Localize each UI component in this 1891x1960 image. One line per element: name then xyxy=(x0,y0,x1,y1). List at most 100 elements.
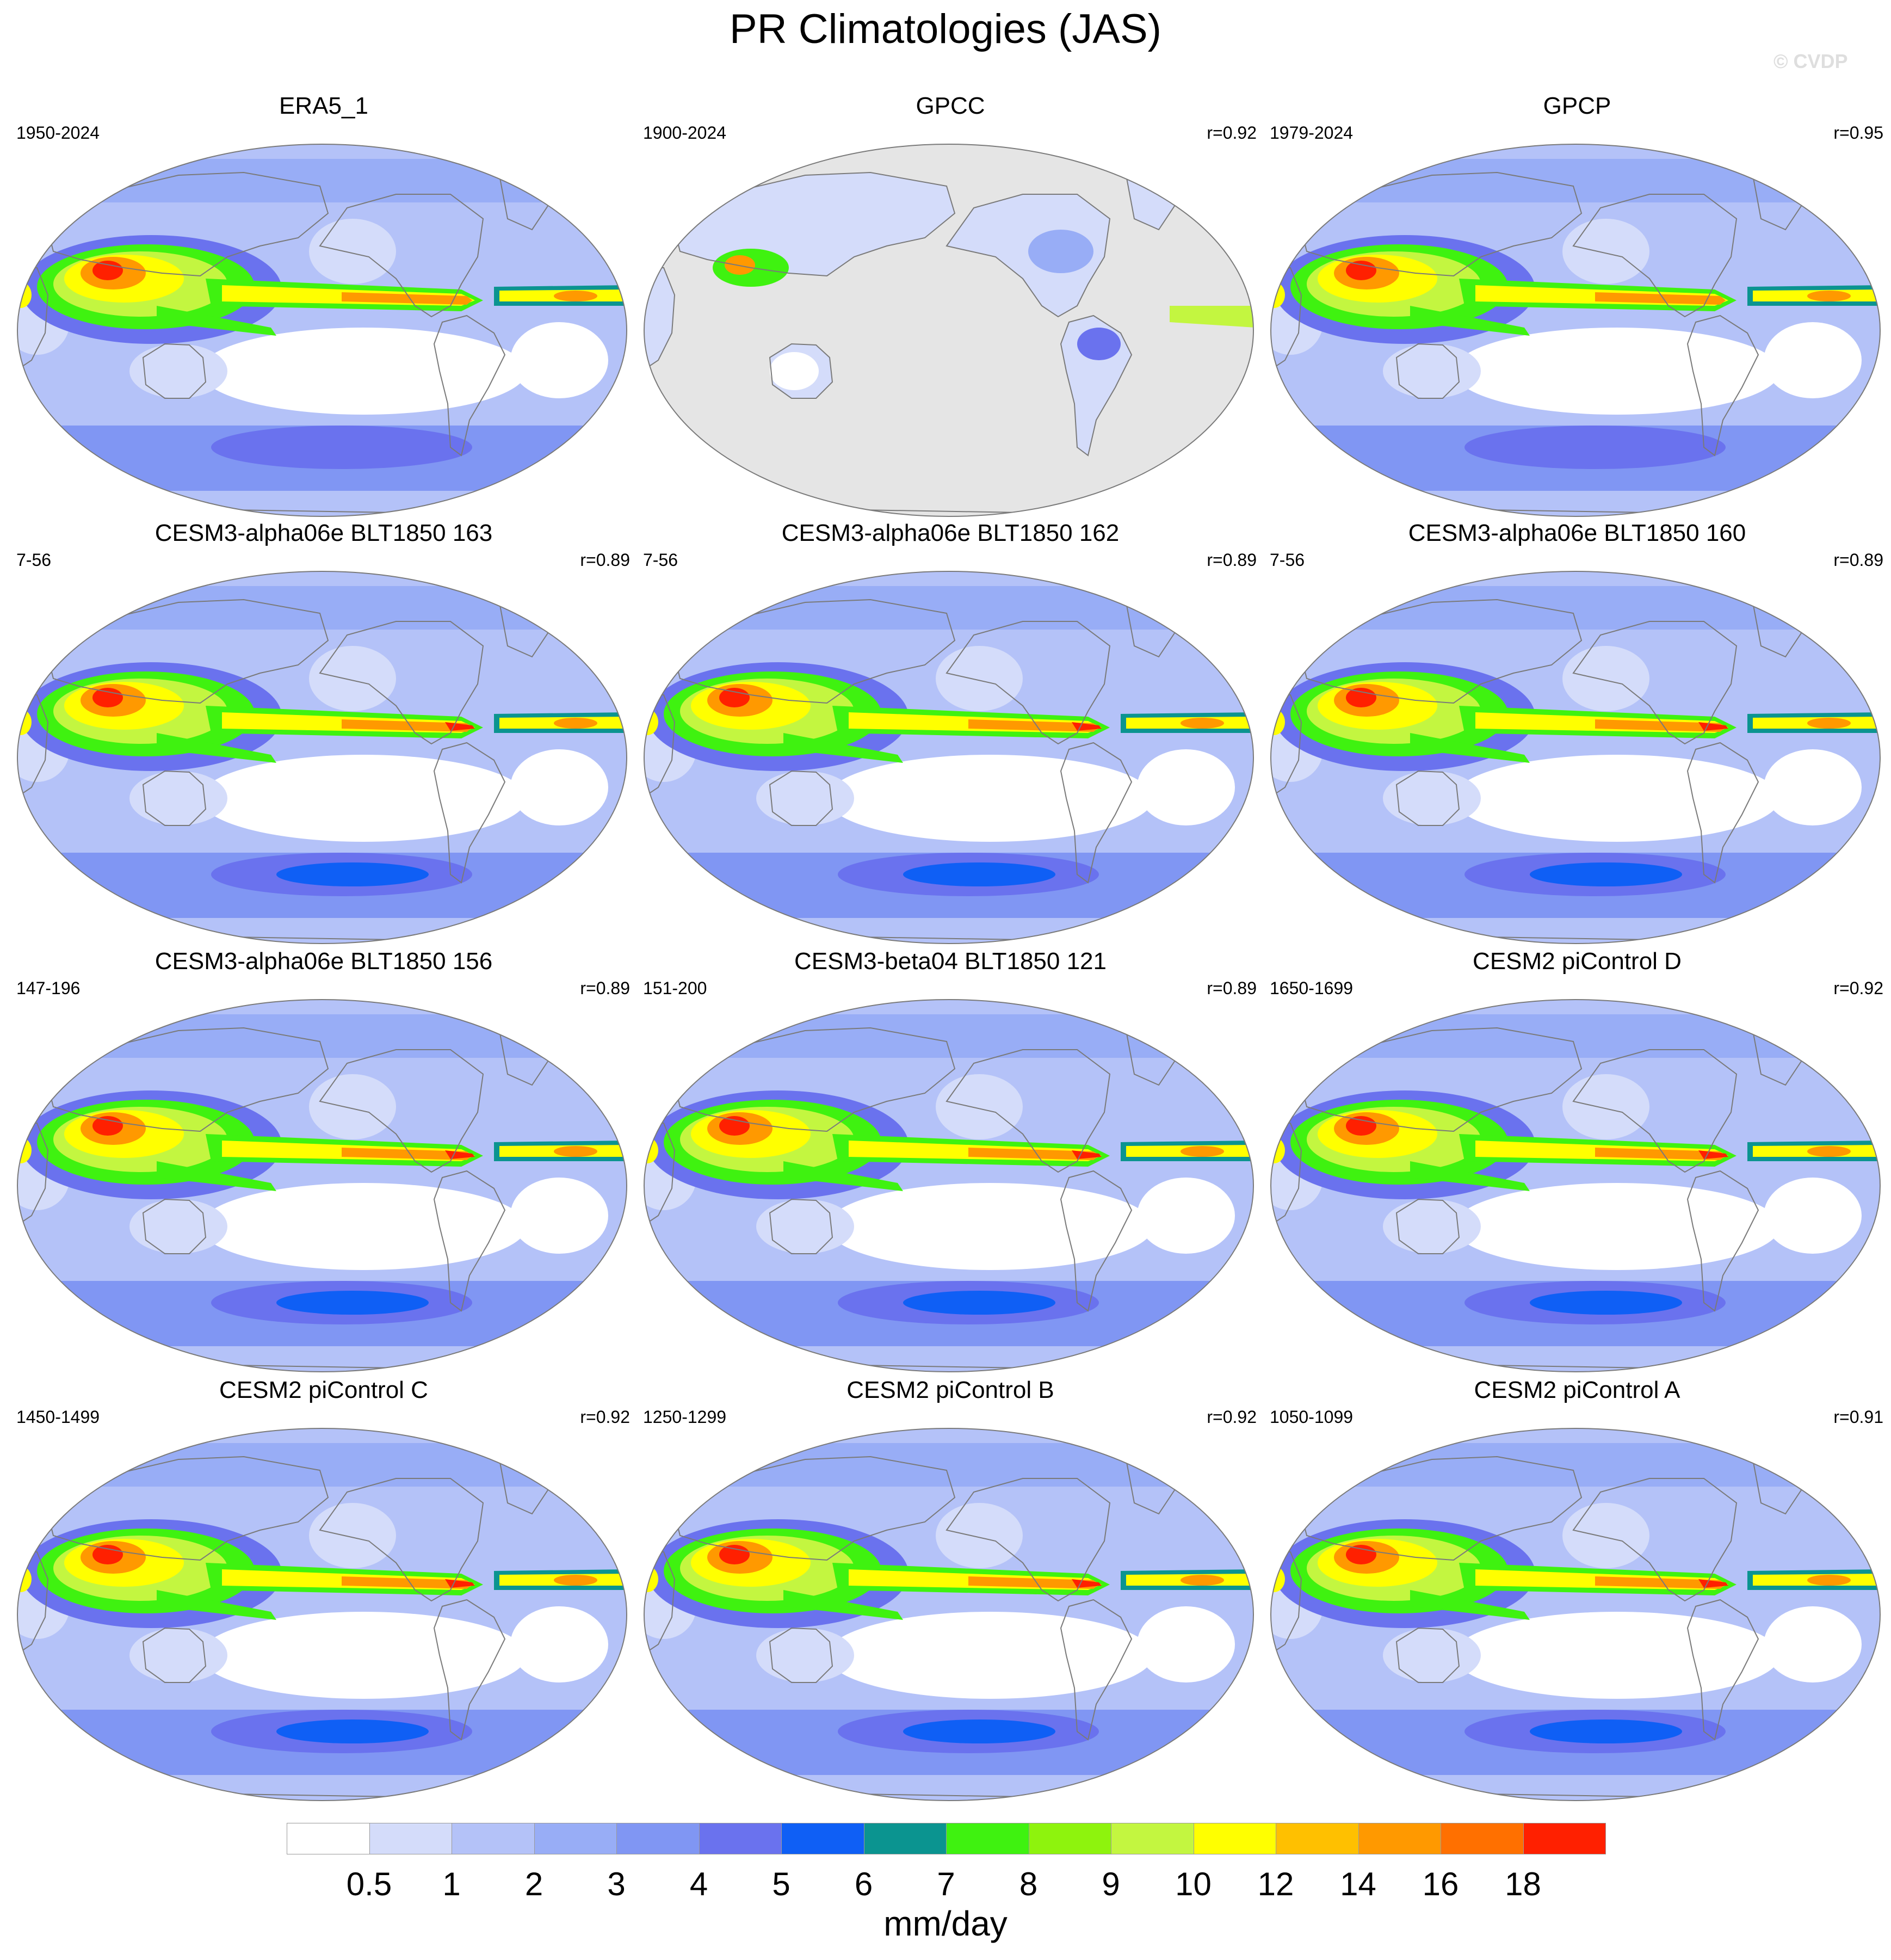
colorbar-tick-label: 12 xyxy=(1257,1866,1294,1902)
coastline-asia xyxy=(1300,599,1583,704)
coastline-africa xyxy=(644,267,676,372)
coastline-southAmerica xyxy=(1060,1170,1133,1312)
coastline-southAmerica xyxy=(1686,1599,1759,1741)
coastline-asia xyxy=(673,1027,956,1132)
precip-map xyxy=(17,1428,627,1801)
colorbar-box xyxy=(1276,1823,1359,1854)
precip-map xyxy=(17,571,627,944)
coastline-asia xyxy=(673,599,956,704)
panel-years: 1979-2024 xyxy=(1270,123,1354,143)
coastline-australia xyxy=(1395,343,1460,399)
colorbar-tick-label: 10 xyxy=(1175,1866,1212,1902)
coastline-europeRight xyxy=(602,207,627,263)
coastline-asia xyxy=(47,171,329,277)
colorbar-box xyxy=(1193,1823,1276,1854)
panel-pattern-correlation: r=0.89 xyxy=(1833,550,1883,570)
colorbar-tick-label: 7 xyxy=(937,1866,955,1902)
coastline-northAmerica xyxy=(946,1478,1111,1602)
colorbar-box xyxy=(369,1823,452,1854)
coastline-australia xyxy=(142,343,207,399)
panel-pattern-correlation: r=0.92 xyxy=(1207,1407,1257,1427)
colorbar-box xyxy=(946,1823,1029,1854)
map-panel: CESM2 piControl D 1650-1699 r=0.92 xyxy=(1264,948,1890,1378)
coastline-northAmerica xyxy=(946,194,1111,318)
panel-pattern-correlation: r=0.92 xyxy=(1833,978,1883,998)
coastline-asia xyxy=(673,171,956,277)
coastline-asia xyxy=(47,1456,329,1561)
coastline-africa xyxy=(17,1123,49,1228)
coastline-africa xyxy=(1271,1551,1302,1656)
panel-pattern-correlation: r=0.89 xyxy=(580,978,630,998)
colorbar-tick-label: 18 xyxy=(1505,1866,1541,1902)
coastline-europeRight xyxy=(1228,1062,1253,1119)
coastline-australia xyxy=(1395,770,1460,826)
coastline-northAmerica xyxy=(1572,621,1738,745)
figure-title: PR Climatologies (JAS) xyxy=(730,6,1161,52)
coastline-northAmerica xyxy=(1572,1478,1738,1602)
coastline-northAmerica xyxy=(1572,194,1738,318)
map-panel: CESM3-alpha06e BLT1850 162 7-56 r=0.89 xyxy=(638,520,1263,950)
coastline-australia xyxy=(769,343,833,399)
panel-title: CESM3-beta04 BLT1850 121 xyxy=(794,948,1107,975)
coastline-southAmerica xyxy=(1686,742,1759,884)
colorbar-units: mm/day xyxy=(883,1904,1008,1943)
coastline-southAmerica xyxy=(433,315,506,457)
map-panel: ERA5_1 1950-2024 xyxy=(11,93,636,522)
colorbar-tick-label: 2 xyxy=(524,1866,543,1902)
coastline-southAmerica xyxy=(433,1599,506,1741)
colorbar-tick-label: 8 xyxy=(1019,1866,1038,1902)
precip-field xyxy=(1271,571,1880,944)
coastline-asia xyxy=(1300,171,1583,277)
coastline-africa xyxy=(17,1551,49,1656)
coastline-africa xyxy=(17,694,49,799)
colorbar-box xyxy=(534,1823,617,1854)
panel-years: 1450-1499 xyxy=(16,1407,100,1427)
coastline-southAmerica xyxy=(1060,1599,1133,1741)
coastline-africa xyxy=(644,694,676,799)
map-panel: GPCP 1979-2024 r=0.95 xyxy=(1264,93,1890,522)
coastline-northAmerica xyxy=(319,194,484,318)
precip-map xyxy=(17,144,627,517)
precip-map xyxy=(17,999,627,1372)
coastline-australia xyxy=(1395,1627,1460,1683)
panel-title: CESM3-alpha06e BLT1850 160 xyxy=(1408,520,1746,546)
colorbar xyxy=(287,1823,1606,1856)
coastline-northAmerica xyxy=(946,1049,1111,1173)
map-panel: GPCC 1900-2024 r=0.92 xyxy=(638,93,1263,522)
coastline-europeRight xyxy=(1855,634,1880,691)
coastline-africa xyxy=(1271,267,1302,372)
panel-years: 7-56 xyxy=(16,550,52,570)
coastline-australia xyxy=(769,1198,833,1254)
coastline-europeRight xyxy=(1855,207,1880,263)
coastline-southAmerica xyxy=(1686,1170,1759,1312)
panel-years: 151-200 xyxy=(643,978,707,998)
coastline-australia xyxy=(142,770,207,826)
colorbar-box xyxy=(781,1823,864,1854)
coastline-europeRight xyxy=(1228,207,1253,263)
coastline-europeRight xyxy=(1855,1062,1880,1119)
coastline-asia xyxy=(673,1456,956,1561)
coastline-asia xyxy=(47,1027,329,1132)
panel-title: GPCP xyxy=(1543,93,1611,119)
coastline-europeRight xyxy=(602,1062,627,1119)
panel-title: CESM3-alpha06e BLT1850 162 xyxy=(781,520,1120,546)
panel-years: 1900-2024 xyxy=(643,123,727,143)
panel-years: 1950-2024 xyxy=(16,123,100,143)
coastline-southAmerica xyxy=(1686,315,1759,457)
colorbar-box xyxy=(863,1823,947,1854)
panel-title: CESM2 piControl A xyxy=(1474,1377,1680,1403)
colorbar-tick-label: 9 xyxy=(1102,1866,1120,1902)
coastline-africa xyxy=(1271,694,1302,799)
colorbar-box xyxy=(1111,1823,1194,1854)
precip-field xyxy=(1271,144,1880,516)
coastline-northAmerica xyxy=(946,621,1111,745)
coastline-southAmerica xyxy=(433,742,506,884)
panel-years: 7-56 xyxy=(1270,550,1305,570)
precip-field xyxy=(644,571,1253,944)
coastline-europeRight xyxy=(602,634,627,691)
precip-field xyxy=(644,1428,1253,1801)
panel-pattern-correlation: r=0.89 xyxy=(1207,550,1257,570)
panel-years: 1250-1299 xyxy=(643,1407,727,1427)
coastline-asia xyxy=(1300,1027,1583,1132)
coastline-australia xyxy=(769,1627,833,1683)
